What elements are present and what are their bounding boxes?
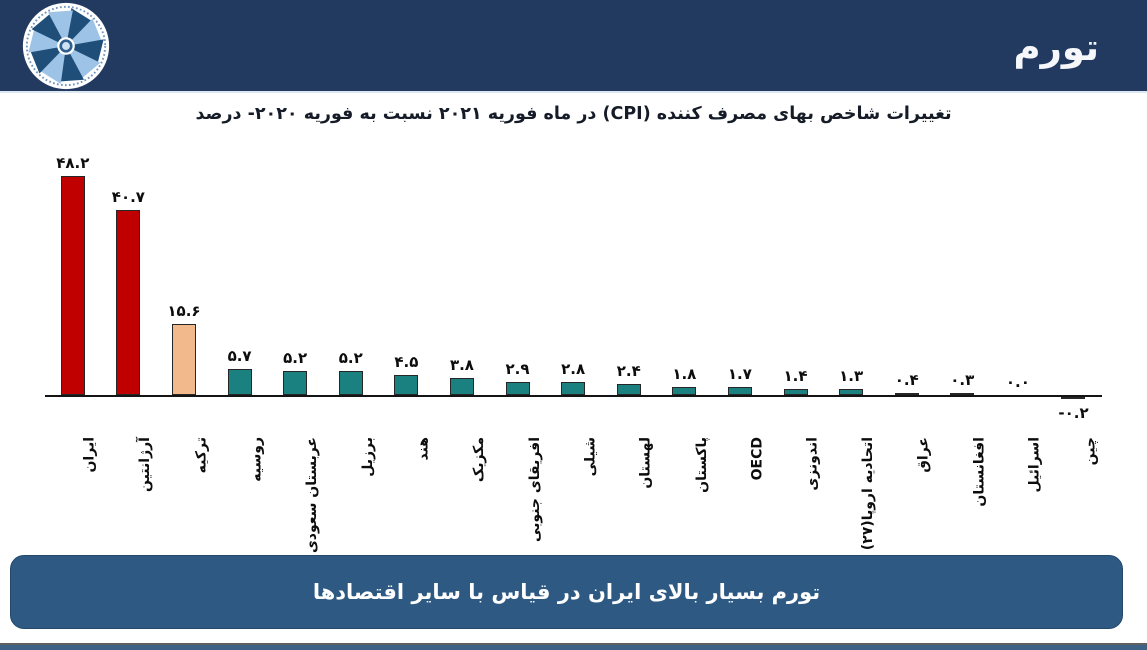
x-axis-label: لهستان	[637, 437, 654, 489]
bar-cell: ۰.۰	[990, 149, 1046, 395]
bar	[283, 371, 308, 395]
bar	[839, 389, 864, 395]
bar	[60, 176, 85, 395]
x-axis-label: اندونزی	[804, 437, 821, 491]
bar-value-label: ۵.۲	[283, 349, 308, 367]
x-axis-label: برزیل	[359, 437, 376, 477]
bar-value-label: ۲.۴	[616, 362, 641, 380]
chart-x-axis-labels: ایران آرژانتین ترکیه روسیه عربستان سعودی برزی…	[45, 437, 1102, 555]
bar-cell: ۱۵.۶	[156, 149, 212, 395]
bar	[449, 378, 474, 395]
bar-cell: ۴.۵	[379, 149, 435, 395]
page-title: تورم	[1013, 26, 1099, 69]
pinwheel-logo-icon	[22, 2, 110, 90]
bar-value-label: ۱.۷	[727, 365, 752, 383]
bar	[727, 387, 752, 395]
bar	[171, 324, 196, 395]
bar-cell: ۵.۲	[323, 149, 379, 395]
bar-cell: ۴۸.۲	[45, 149, 101, 395]
bar	[1061, 397, 1086, 399]
chart-plot-area: ۴۸.۲ ۴۰.۷ ۱۵.۶ ۵.۷ ۵.۲ ۵.۲ ۴.۵ ۳.۸ ۲.۹ ۲.۸ ۲.۴ ۱.۸ ۱…	[45, 149, 1102, 422]
bar-cell: ۰.۴	[879, 149, 935, 395]
x-axis-label: شیلی	[582, 437, 599, 477]
bar-cell: ۳.۸	[434, 149, 490, 395]
bar-value-label: ۰.۴	[894, 371, 919, 389]
bar-value-label: ۲.۹	[505, 360, 530, 378]
x-axis-label: افریقای جنوبی	[526, 437, 543, 542]
slide-footer-strip	[0, 643, 1147, 650]
bar-cell: ۴۰.۷	[101, 149, 157, 395]
bar	[894, 393, 919, 395]
x-axis-label: اسرائیل	[1026, 437, 1043, 493]
bar	[338, 371, 363, 395]
x-axis-label: افغانستان	[971, 437, 988, 507]
x-axis-label: آرژانتین	[137, 437, 154, 493]
bar-cell: ۱.۳	[823, 149, 879, 395]
bar-value-label: ۱.۸	[672, 365, 697, 383]
bar	[672, 387, 697, 395]
chart-title: تغییرات شاخص بهای مصرف کننده (CPI) در ما…	[195, 104, 952, 124]
bar-value-label: ۴.۵	[394, 353, 419, 371]
x-axis-label: عربستان سعودی	[304, 437, 321, 554]
bar	[783, 389, 808, 395]
bar-value-label: -۰.۲	[1058, 404, 1089, 422]
bar-cell: ۱.۴	[768, 149, 824, 395]
key-message-text: تورم بسیار بالای ایران در قیاس با سایر ا…	[312, 580, 821, 604]
bar-cell: ۵.۲	[267, 149, 323, 395]
bar-value-label: ۱.۴	[783, 367, 808, 385]
bar-value-label: ۴۰.۷	[111, 188, 145, 206]
bar-value-label: ۱۵.۶	[167, 302, 201, 320]
x-axis-label: چین	[1082, 437, 1099, 466]
bar	[116, 210, 141, 395]
bar	[227, 369, 252, 395]
header-bar: تورم	[0, 0, 1147, 93]
bar-cell: ۱.۷	[712, 149, 768, 395]
bar	[950, 393, 975, 395]
bar-cell: ۲.۸	[545, 149, 601, 395]
bar	[616, 384, 641, 395]
x-axis-label: روسیه	[248, 437, 265, 482]
bar-value-label: ۲.۸	[561, 360, 586, 378]
bar	[394, 375, 419, 395]
x-axis-label: OECD	[748, 437, 765, 481]
bar-value-label: ۳.۸	[449, 356, 474, 374]
bar-value-label: ۰.۳	[950, 371, 975, 389]
x-axis-label: پاکستان	[693, 437, 710, 493]
bar-value-label: ۵.۷	[227, 347, 252, 365]
bar-cell: -۰.۲	[1046, 149, 1102, 422]
bar-value-label: ۰.۰	[1005, 373, 1030, 391]
bar-value-label: ۴۸.۲	[56, 154, 90, 172]
bar-cell: ۲.۴	[601, 149, 657, 395]
x-axis-label: عراق	[915, 437, 932, 473]
bar-value-label: ۵.۲	[338, 349, 363, 367]
bar-cell: ۰.۳	[935, 149, 991, 395]
x-axis-label: هند	[415, 437, 432, 461]
bar-cell: ۵.۷	[212, 149, 268, 395]
bar-cell: ۲.۹	[490, 149, 546, 395]
x-axis-label: ترکیه	[192, 437, 209, 474]
bar	[561, 382, 586, 395]
x-axis-label: اتحادیه اروپا(۲۷)	[860, 437, 877, 551]
bar-cell: ۱.۸	[657, 149, 713, 395]
x-axis-label: ایران	[81, 437, 98, 473]
bar-value-label: ۱.۳	[839, 367, 864, 385]
bar	[505, 382, 530, 395]
x-axis-label: مکزیک	[470, 437, 487, 483]
key-message-banner: تورم بسیار بالای ایران در قیاس با سایر ا…	[10, 555, 1123, 629]
